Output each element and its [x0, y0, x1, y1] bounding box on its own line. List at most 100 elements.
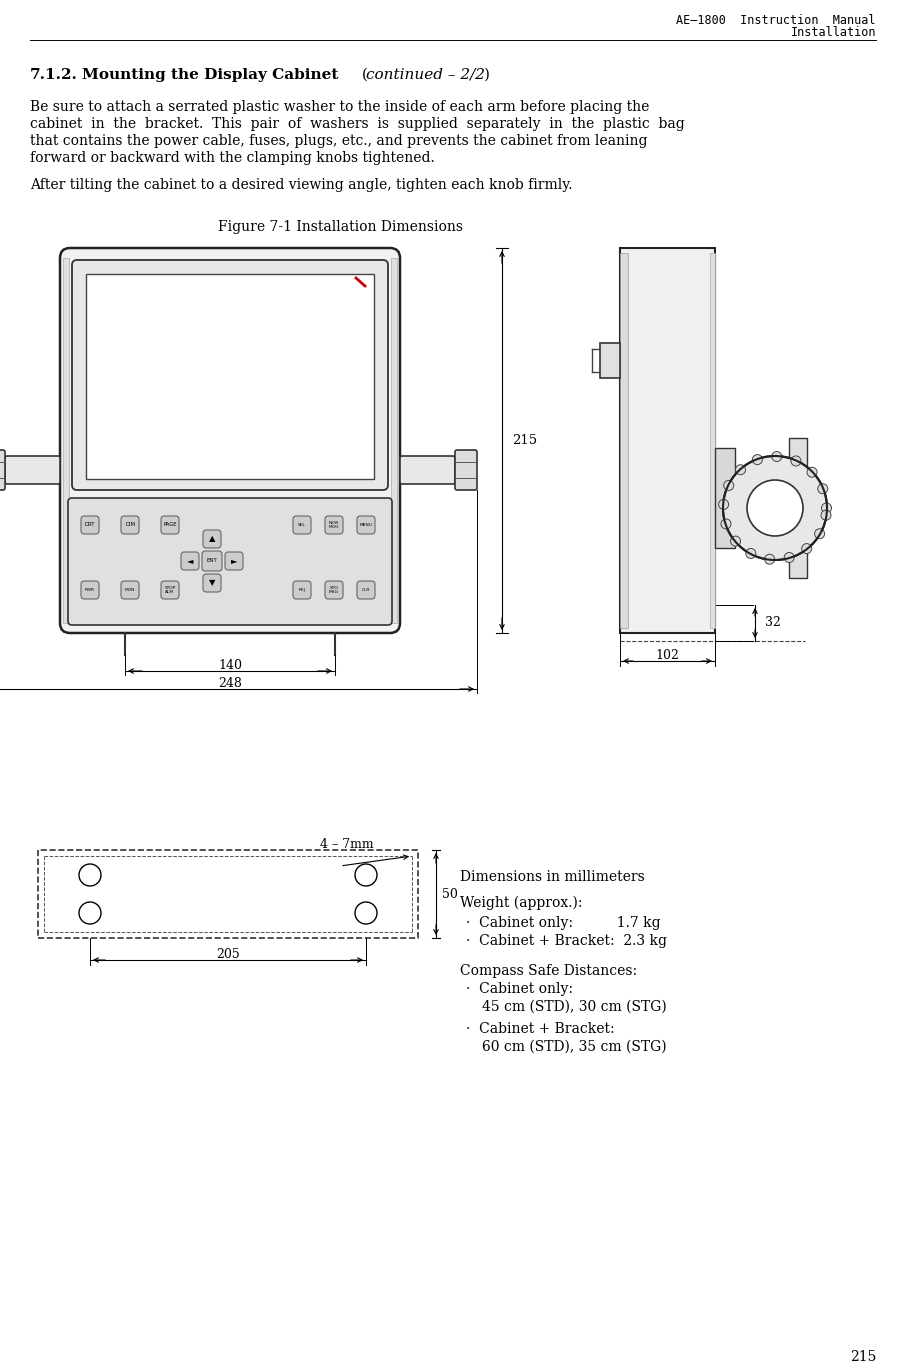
- Text: AE–1800  Instruction  Manual: AE–1800 Instruction Manual: [677, 14, 876, 27]
- Text: continued – 2/2: continued – 2/2: [366, 69, 485, 82]
- FancyBboxPatch shape: [68, 498, 392, 625]
- Text: Be sure to attach a serrated plastic washer to the inside of each arm before pla: Be sure to attach a serrated plastic was…: [30, 100, 650, 114]
- FancyBboxPatch shape: [81, 515, 99, 533]
- FancyBboxPatch shape: [225, 553, 243, 570]
- Bar: [600, 343, 620, 378]
- Text: Figure 7-1 Installation Dimensions: Figure 7-1 Installation Dimensions: [217, 219, 462, 234]
- Text: MON: MON: [125, 588, 135, 592]
- FancyBboxPatch shape: [121, 515, 139, 533]
- Text: ▼: ▼: [208, 579, 216, 588]
- FancyBboxPatch shape: [203, 531, 221, 548]
- Text: ENT: ENT: [207, 558, 217, 563]
- FancyBboxPatch shape: [72, 260, 388, 489]
- FancyBboxPatch shape: [161, 581, 179, 599]
- Text: 45 cm (STD), 30 cm (STG): 45 cm (STD), 30 cm (STG): [482, 999, 667, 1015]
- Text: STO
MSG: STO MSG: [329, 585, 339, 594]
- FancyBboxPatch shape: [357, 515, 375, 533]
- Circle shape: [355, 864, 377, 886]
- FancyBboxPatch shape: [325, 515, 343, 533]
- FancyBboxPatch shape: [60, 248, 400, 633]
- Text: ·  Cabinet + Bracket:: · Cabinet + Bracket:: [466, 1021, 614, 1036]
- Circle shape: [79, 902, 101, 924]
- Circle shape: [814, 529, 824, 539]
- Text: PWR: PWR: [85, 588, 95, 592]
- Circle shape: [79, 864, 101, 886]
- Circle shape: [772, 451, 782, 462]
- Circle shape: [821, 510, 831, 520]
- Bar: [715, 448, 735, 548]
- Text: ·  Cabinet only:: · Cabinet only:: [466, 982, 573, 995]
- FancyBboxPatch shape: [81, 581, 99, 599]
- Circle shape: [736, 465, 746, 474]
- FancyBboxPatch shape: [325, 581, 343, 599]
- FancyBboxPatch shape: [400, 457, 455, 484]
- Circle shape: [724, 480, 734, 491]
- Circle shape: [746, 548, 756, 558]
- FancyBboxPatch shape: [5, 457, 60, 484]
- Text: ·  Cabinet only:          1.7 kg: · Cabinet only: 1.7 kg: [466, 916, 660, 930]
- Text: Dimensions in millimeters: Dimensions in millimeters: [460, 871, 645, 884]
- Text: ◄: ◄: [187, 557, 193, 565]
- Text: Compass Safe Distances:: Compass Safe Distances:: [460, 964, 637, 978]
- Text: 215: 215: [850, 1350, 876, 1364]
- Circle shape: [355, 902, 377, 924]
- Text: CLR: CLR: [361, 588, 371, 592]
- Text: STOP
ALM: STOP ALM: [164, 585, 176, 594]
- Circle shape: [721, 518, 731, 529]
- Bar: [620, 248, 715, 633]
- Bar: [63, 258, 69, 622]
- Circle shape: [822, 503, 832, 513]
- Bar: [620, 254, 628, 628]
- Text: REJ: REJ: [298, 588, 305, 592]
- FancyBboxPatch shape: [455, 450, 477, 489]
- Text: 7.1.2.: 7.1.2.: [30, 69, 78, 82]
- Text: ▲: ▲: [208, 535, 216, 543]
- Bar: [38, 850, 418, 938]
- Text: NEW
MOG: NEW MOG: [329, 521, 339, 529]
- Text: that contains the power cable, fuses, plugs, etc., and prevents the cabinet from: that contains the power cable, fuses, pl…: [30, 134, 648, 148]
- FancyBboxPatch shape: [357, 581, 375, 599]
- Text: 4 – 7mm: 4 – 7mm: [320, 838, 373, 851]
- FancyBboxPatch shape: [121, 581, 139, 599]
- Circle shape: [807, 468, 817, 477]
- Text: 102: 102: [655, 648, 679, 662]
- FancyBboxPatch shape: [0, 450, 5, 489]
- Text: 140: 140: [218, 659, 242, 672]
- Text: PAGE: PAGE: [163, 522, 177, 528]
- Circle shape: [747, 480, 803, 536]
- Text: 50: 50: [442, 887, 458, 901]
- Text: ): ): [484, 69, 490, 82]
- FancyBboxPatch shape: [181, 553, 199, 570]
- FancyBboxPatch shape: [293, 515, 311, 533]
- Circle shape: [730, 536, 740, 546]
- FancyBboxPatch shape: [293, 581, 311, 599]
- Bar: [391, 258, 397, 622]
- Text: 215: 215: [512, 433, 537, 447]
- Bar: [86, 274, 374, 478]
- Circle shape: [718, 499, 728, 510]
- Bar: [710, 254, 715, 628]
- Circle shape: [723, 457, 827, 559]
- Text: Installation: Installation: [791, 26, 876, 38]
- Circle shape: [802, 543, 812, 554]
- Circle shape: [752, 455, 762, 465]
- Text: DRT: DRT: [85, 522, 95, 528]
- Circle shape: [791, 457, 801, 466]
- Circle shape: [785, 553, 795, 562]
- Text: ►: ►: [231, 557, 237, 565]
- Circle shape: [765, 554, 775, 565]
- Text: 248: 248: [218, 677, 242, 690]
- Text: Mounting the Display Cabinet: Mounting the Display Cabinet: [82, 69, 338, 82]
- Text: 205: 205: [217, 947, 240, 961]
- Text: 60 cm (STD), 35 cm (STG): 60 cm (STD), 35 cm (STG): [482, 1041, 667, 1054]
- Text: (: (: [354, 69, 368, 82]
- Text: Weight (approx.):: Weight (approx.):: [460, 897, 583, 910]
- FancyBboxPatch shape: [203, 574, 221, 592]
- Text: ·  Cabinet + Bracket:  2.3 kg: · Cabinet + Bracket: 2.3 kg: [466, 934, 667, 947]
- FancyBboxPatch shape: [161, 515, 179, 533]
- Text: forward or backward with the clamping knobs tightened.: forward or backward with the clamping kn…: [30, 151, 435, 165]
- Text: SEL: SEL: [298, 522, 306, 526]
- Bar: [789, 437, 807, 579]
- Circle shape: [818, 484, 828, 494]
- Text: cabinet  in  the  bracket.  This  pair  of  washers  is  supplied  separately  i: cabinet in the bracket. This pair of was…: [30, 117, 685, 132]
